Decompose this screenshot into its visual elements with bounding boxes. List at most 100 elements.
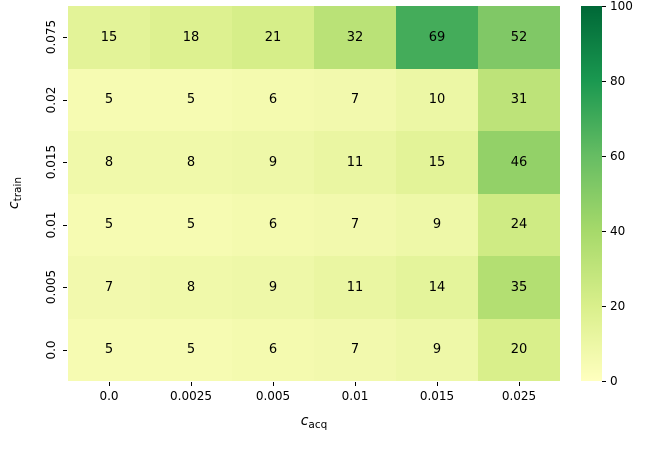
- heatmap-cell: 7: [314, 68, 396, 131]
- heatmap-cell: 9: [396, 318, 478, 381]
- cell-value: 7: [104, 279, 114, 295]
- heatmap-cell: 11: [314, 131, 396, 194]
- cell-value: 31: [510, 92, 528, 108]
- colorbar-tick-label: 60: [610, 149, 626, 163]
- colorbar-tick-mark: [602, 156, 606, 157]
- heatmap-cell: 5: [150, 318, 232, 381]
- heatmap-cell: 8: [150, 131, 232, 194]
- colorbar-tick-label: 40: [610, 224, 626, 238]
- x-tick-mark: [109, 382, 110, 386]
- cell-value: 9: [268, 154, 278, 170]
- x-tick-label: 0.0025: [170, 389, 212, 403]
- x-tick-mark: [519, 382, 520, 386]
- heatmap-cell: 5: [68, 193, 150, 256]
- y-axis-label: ctrain: [6, 177, 24, 209]
- y-axis-label-sub: train: [12, 176, 24, 202]
- cell-value: 46: [510, 154, 528, 170]
- cell-value: 15: [100, 29, 118, 45]
- heatmap-cell: 32: [314, 6, 396, 69]
- heatmap-cell: 20: [478, 318, 560, 381]
- cell-value: 7: [350, 217, 360, 233]
- cell-value: 7: [350, 92, 360, 108]
- heatmap-cell: 15: [396, 131, 478, 194]
- y-tick-mark: [63, 224, 67, 226]
- cell-value: 69: [428, 29, 446, 45]
- y-tick-label: 0.005: [44, 270, 58, 305]
- heatmap-cell: 24: [478, 193, 560, 256]
- x-tick-label: 0.015: [419, 389, 455, 403]
- x-axis-label-main: c: [300, 413, 309, 429]
- heatmap-cell: 52: [478, 6, 560, 69]
- cell-value: 52: [510, 29, 528, 45]
- heatmap-cell: 5: [68, 68, 150, 131]
- colorbar: [581, 6, 602, 381]
- y-tick-mark: [63, 99, 67, 101]
- heatmap-cell: 35: [478, 256, 560, 319]
- y-tick-label: 0.015: [44, 145, 58, 180]
- colorbar-tick-mark: [602, 231, 606, 232]
- cell-value: 8: [186, 154, 196, 170]
- y-axis-label-main: c: [6, 201, 22, 210]
- cell-value: 6: [268, 342, 278, 358]
- heatmap-cell: 10: [396, 68, 478, 131]
- heatmap-cell: 5: [150, 193, 232, 256]
- heatmap-cell: 9: [396, 193, 478, 256]
- colorbar-tick-label: 0: [610, 374, 618, 388]
- x-tick-mark: [191, 382, 192, 386]
- heatmap-cell: 18: [150, 6, 232, 69]
- y-tick-label: 0.075: [44, 20, 58, 55]
- heatmap-plot: 15 18 21 32 69 52 5 5 6 7 10 31 8 8 9 11 15 46 5 5 6 7 9 24 7 8 9 1…: [68, 6, 560, 381]
- cell-value: 5: [104, 342, 114, 358]
- heatmap-cell: 5: [68, 318, 150, 381]
- x-axis-label-sub: acq: [308, 419, 328, 431]
- x-tick-label: 0.025: [501, 389, 537, 403]
- cell-value: 8: [104, 154, 114, 170]
- y-tick-mark: [63, 287, 67, 289]
- heatmap-cell: 9: [232, 131, 314, 194]
- cell-value: 5: [104, 217, 114, 233]
- cell-value: 20: [510, 342, 528, 358]
- cell-value: 9: [268, 279, 278, 295]
- heatmap-cell: 21: [232, 6, 314, 69]
- colorbar-tick-label: 20: [610, 299, 626, 313]
- y-tick-mark: [63, 162, 67, 164]
- cell-value: 6: [268, 92, 278, 108]
- colorbar-tick-mark: [602, 81, 606, 82]
- cell-value: 8: [186, 279, 196, 295]
- heatmap-cell: 5: [150, 68, 232, 131]
- colorbar-tick-mark: [602, 306, 606, 307]
- heatmap-cell: 46: [478, 131, 560, 194]
- cell-value: 21: [264, 29, 282, 45]
- cell-value: 5: [186, 342, 196, 358]
- cell-value: 15: [428, 154, 446, 170]
- heatmap-cell: 11: [314, 256, 396, 319]
- x-tick-label: 0.005: [255, 389, 291, 403]
- x-tick-mark: [437, 382, 438, 386]
- cell-value: 18: [182, 29, 200, 45]
- heatmap-cell: 69: [396, 6, 478, 69]
- heatmap-cell: 31: [478, 68, 560, 131]
- heatmap-cell: 7: [314, 318, 396, 381]
- heatmap-cell: 8: [68, 131, 150, 194]
- cell-value: 14: [428, 279, 446, 295]
- heatmap-cell: 15: [68, 6, 150, 69]
- heatmap-cell: 9: [232, 256, 314, 319]
- heatmap-cell: 8: [150, 256, 232, 319]
- colorbar-tick-mark: [602, 381, 606, 382]
- y-tick-mark: [63, 37, 67, 39]
- heatmap-cell: 6: [232, 68, 314, 131]
- heatmap-cell: 7: [314, 193, 396, 256]
- x-tick-label: 0.0: [99, 389, 119, 403]
- cell-value: 35: [510, 279, 528, 295]
- cell-value: 7: [350, 342, 360, 358]
- cell-value: 24: [510, 217, 528, 233]
- cell-value: 11: [346, 279, 364, 295]
- cell-value: 5: [186, 217, 196, 233]
- x-tick-label: 0.01: [341, 389, 369, 403]
- cell-value: 11: [346, 154, 364, 170]
- y-tick-mark: [63, 349, 67, 351]
- x-tick-mark: [355, 382, 356, 386]
- cell-value: 9: [432, 217, 442, 233]
- x-tick-mark: [273, 382, 274, 386]
